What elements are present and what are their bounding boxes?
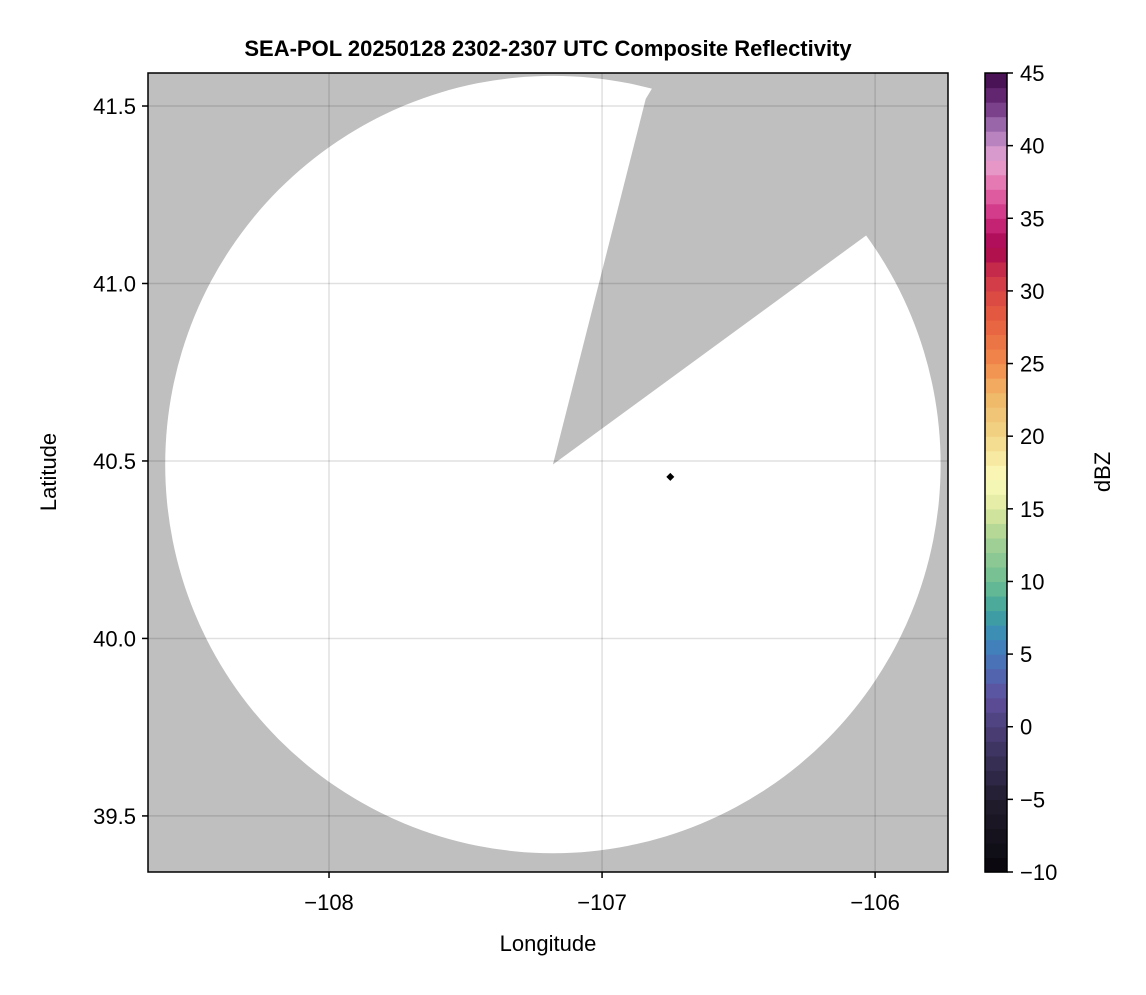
- colorbar-bin: [985, 770, 1007, 786]
- colorbar-bin: [985, 189, 1007, 205]
- colorbar-bin: [985, 305, 1007, 321]
- colorbar-bin: [985, 741, 1007, 757]
- x-tick-label: −106: [850, 890, 900, 915]
- colorbar-tick-label: 45: [1020, 61, 1044, 86]
- colorbar-bin: [985, 465, 1007, 481]
- colorbar-bin: [985, 290, 1007, 307]
- colorbar-bin: [985, 421, 1007, 437]
- colorbar-bin: [985, 363, 1007, 379]
- colorbar-bin: [985, 799, 1007, 815]
- colorbar-tick-label: 25: [1020, 352, 1044, 377]
- colorbar-tick-label: −5: [1020, 787, 1045, 812]
- x-tick-label: −108: [304, 890, 354, 915]
- colorbar-bin: [985, 218, 1007, 234]
- colorbar-tick-label: 40: [1020, 134, 1044, 159]
- y-tick-label: 39.5: [93, 804, 136, 829]
- colorbar-bin: [985, 276, 1007, 292]
- colorbar-tick-label: 15: [1020, 497, 1044, 522]
- colorbar-bin: [985, 784, 1007, 800]
- colorbar-bin: [985, 755, 1007, 771]
- colorbar-bin: [985, 683, 1007, 699]
- colorbar-bin: [985, 508, 1007, 524]
- y-tick-label: 40.0: [93, 626, 136, 651]
- colorbar-bin: [985, 566, 1007, 583]
- colorbar-bin: [985, 131, 1007, 147]
- colorbar-bin: [985, 102, 1007, 118]
- colorbar-bin: [985, 450, 1007, 466]
- colorbar-bin: [985, 668, 1007, 684]
- colorbar-bin: [985, 639, 1007, 655]
- colorbar-tick-label: 20: [1020, 424, 1044, 449]
- colorbar-bin: [985, 174, 1007, 190]
- colorbar-bin: [985, 625, 1007, 641]
- plot-area: [147, 72, 949, 873]
- colorbar-tick-label: 35: [1020, 206, 1044, 231]
- colorbar-label: dBZ: [1090, 452, 1115, 492]
- colorbar-bin: [985, 232, 1007, 248]
- colorbar-bin: [985, 87, 1007, 103]
- colorbar-bin: [985, 160, 1007, 176]
- y-tick-label: 41.0: [93, 271, 136, 296]
- colorbar-bin: [985, 595, 1007, 612]
- colorbar-frame: [984, 72, 1008, 873]
- y-tick-label: 41.5: [93, 94, 136, 119]
- colorbar-bin: [985, 261, 1007, 277]
- colorbar-bin: [985, 116, 1007, 132]
- colorbar-bin: [985, 73, 1007, 89]
- colorbar-bin: [985, 392, 1007, 408]
- x-axis: −108 −107 −106: [304, 872, 900, 915]
- colorbar-bin: [985, 145, 1007, 161]
- x-tick-label: −107: [577, 890, 627, 915]
- colorbar-tick-label: −10: [1020, 860, 1057, 885]
- colorbar-bin: [985, 581, 1007, 597]
- colorbar-bin: [985, 552, 1007, 568]
- y-tick-label: 40.5: [93, 449, 136, 474]
- colorbar-tick-label: 10: [1020, 569, 1044, 594]
- colorbar-bin: [985, 378, 1007, 394]
- colorbar-bin: [985, 407, 1007, 423]
- colorbar: −10 −5 0 5 10 15 20 25 30 35 40 45: [984, 61, 1057, 885]
- colorbar-bin: [985, 712, 1007, 728]
- colorbar-bin: [985, 247, 1007, 263]
- colorbar-bin: [985, 654, 1007, 670]
- colorbar-tick-label: 0: [1020, 715, 1032, 740]
- colorbar-bin: [985, 828, 1007, 844]
- colorbar-tick-label: 5: [1020, 642, 1032, 667]
- colorbar-bin: [985, 842, 1007, 859]
- chart-title: SEA-POL 20250128 2302-2307 UTC Composite…: [244, 36, 852, 61]
- colorbar-bin: [985, 523, 1007, 539]
- colorbar-bin: [985, 726, 1007, 742]
- colorbar-bin: [985, 857, 1007, 873]
- y-axis-label: Latitude: [36, 433, 61, 511]
- colorbar-bin: [985, 537, 1007, 553]
- colorbar-bin: [985, 494, 1007, 510]
- radar-site-marker: [666, 472, 675, 481]
- colorbar-bin: [985, 697, 1007, 713]
- colorbar-bin: [985, 334, 1007, 350]
- axes-frame: [147, 72, 949, 873]
- colorbar-bin: [985, 349, 1007, 365]
- colorbar-bin: [985, 436, 1007, 452]
- blocked-sector: [552, 78, 876, 465]
- colorbar-bin: [985, 610, 1007, 626]
- colorbar-bin: [985, 203, 1007, 219]
- x-axis-label: Longitude: [500, 931, 597, 956]
- y-axis: 39.5 40.0 40.5 41.0 41.5: [93, 94, 148, 829]
- colorbar-bin: [985, 319, 1007, 336]
- colorbar-bin: [985, 813, 1007, 830]
- colorbar-tick-label: 30: [1020, 279, 1044, 304]
- colorbar-bin: [985, 479, 1007, 495]
